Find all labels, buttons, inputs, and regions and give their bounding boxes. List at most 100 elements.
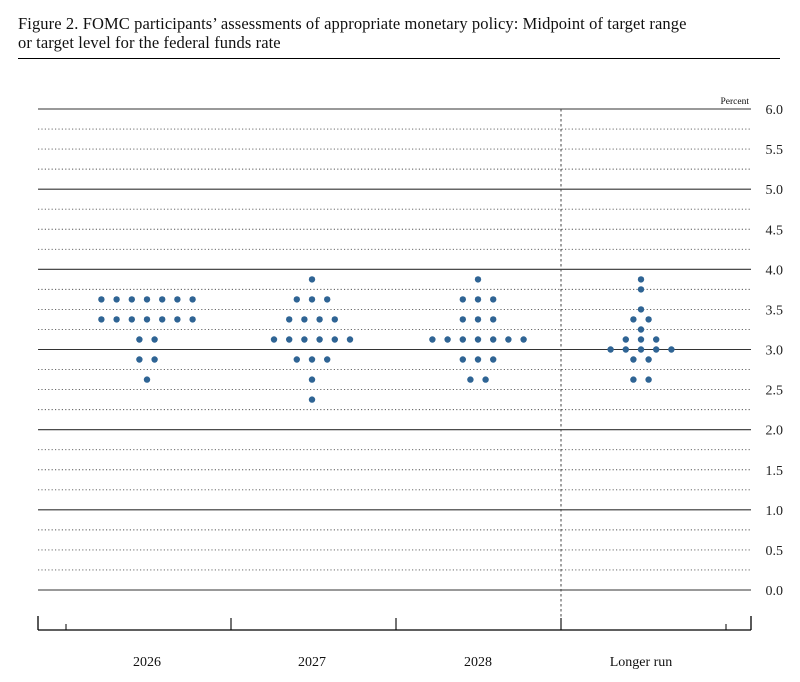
- figure-title-line-2: or target level for the federal funds ra…: [18, 33, 281, 52]
- gridlines: [38, 108, 751, 591]
- participant-dot: [286, 336, 293, 343]
- y-tick-label: 0.5: [766, 544, 784, 559]
- participant-dot: [653, 336, 660, 343]
- participant-dot: [174, 316, 181, 323]
- participant-dot: [128, 296, 135, 303]
- participant-dot: [316, 336, 323, 343]
- participant-dot: [459, 316, 466, 323]
- participant-dot: [474, 336, 482, 343]
- participant-dot: [459, 336, 466, 343]
- participant-dot: [474, 276, 482, 283]
- participant-dot: [113, 316, 120, 323]
- participant-dot: [98, 296, 105, 303]
- participant-dot: [324, 356, 331, 363]
- participant-dot: [151, 356, 158, 363]
- participant-dot: [630, 376, 637, 383]
- y-tick-label: 4.0: [766, 263, 784, 278]
- participant-dot: [301, 316, 308, 323]
- y-tick-labels: 0.0 0.5 1.0 1.5 2.0 2.5 3.0 3.5 4.0 4.5 5.0 5.5 6.0: [766, 103, 784, 599]
- participant-dot: [490, 296, 497, 303]
- figure-title: Figure 2. FOMC participants’ assessments…: [18, 14, 778, 52]
- category-label: Longer run: [610, 655, 673, 670]
- participant-dot: [474, 316, 482, 323]
- participant-dot: [630, 356, 637, 363]
- participant-dot: [645, 376, 652, 383]
- participant-dot: [490, 356, 497, 363]
- participant-dot: [331, 336, 338, 343]
- participant-dot: [490, 336, 497, 343]
- participant-dot: [505, 336, 512, 343]
- participant-dot: [159, 296, 166, 303]
- y-tick-label: 2.0: [766, 424, 784, 439]
- participant-dot: [637, 336, 645, 343]
- participant-dot: [637, 286, 645, 293]
- participant-dot: [630, 316, 637, 323]
- participant-dot: [645, 316, 652, 323]
- participant-dot: [622, 346, 629, 353]
- participant-dot: [637, 326, 645, 333]
- participant-dot: [143, 376, 151, 383]
- participant-dot: [159, 316, 166, 323]
- participant-dot: [331, 316, 338, 323]
- participant-dot: [459, 296, 466, 303]
- participant-dot: [136, 336, 143, 343]
- participant-dot: [645, 356, 652, 363]
- participant-dot: [189, 296, 196, 303]
- participant-dot: [308, 356, 316, 363]
- participant-dot: [622, 336, 629, 343]
- participant-dot: [286, 316, 293, 323]
- participant-dot: [98, 316, 105, 323]
- participant-dot: [174, 296, 181, 303]
- participant-dot: [151, 336, 158, 343]
- participant-dot: [653, 346, 660, 353]
- participant-dot: [308, 276, 316, 283]
- y-tick-label: 3.0: [766, 344, 784, 359]
- participant-dot: [308, 396, 316, 403]
- category-label: 2027: [298, 655, 326, 670]
- participant-dot: [293, 296, 300, 303]
- participant-dot: [324, 296, 331, 303]
- participant-dot: [308, 376, 316, 383]
- category-label: 2026: [133, 655, 161, 670]
- y-tick-label: 5.0: [766, 183, 784, 198]
- category-label: 2028: [464, 655, 492, 670]
- y-tick-label: 1.0: [766, 504, 784, 519]
- figure-title-line-1: Figure 2. FOMC participants’ assessments…: [18, 14, 687, 33]
- participant-dot: [459, 356, 466, 363]
- participant-dot: [143, 296, 151, 303]
- participant-dot: [293, 356, 300, 363]
- participant-dot: [637, 306, 645, 313]
- y-tick-label: 5.5: [766, 143, 784, 158]
- category-labels: 2026 2027 2028 Longer run: [133, 655, 672, 670]
- participant-dot: [136, 356, 143, 363]
- y-tick-label: 6.0: [766, 103, 784, 118]
- participant-dot: [474, 296, 482, 303]
- participant-dot: [429, 336, 436, 343]
- participant-dot: [637, 276, 645, 283]
- participant-dot: [607, 346, 614, 353]
- participant-dot: [128, 316, 135, 323]
- participant-dot: [346, 336, 354, 343]
- participant-dot: [474, 356, 482, 363]
- y-tick-label: 2.5: [766, 384, 784, 399]
- y-tick-label: 3.5: [766, 303, 784, 318]
- participant-dot: [444, 336, 451, 343]
- participant-dot: [490, 316, 497, 323]
- participant-dot: [316, 316, 323, 323]
- y-tick-label: 0.0: [766, 584, 784, 599]
- participant-dot: [520, 336, 527, 343]
- participant-dot: [113, 296, 120, 303]
- participant-dots: [98, 276, 675, 403]
- participant-dot: [270, 336, 278, 343]
- x-axis: [37, 616, 752, 631]
- participant-dot: [668, 346, 675, 353]
- unit-label: Percent: [721, 97, 750, 107]
- participant-dot: [308, 296, 316, 303]
- title-rule: [18, 58, 780, 59]
- y-tick-label: 1.5: [766, 464, 784, 479]
- y-tick-label: 4.5: [766, 223, 784, 238]
- participant-dot: [482, 376, 489, 383]
- participant-dot: [143, 316, 151, 323]
- participant-dot: [467, 376, 474, 383]
